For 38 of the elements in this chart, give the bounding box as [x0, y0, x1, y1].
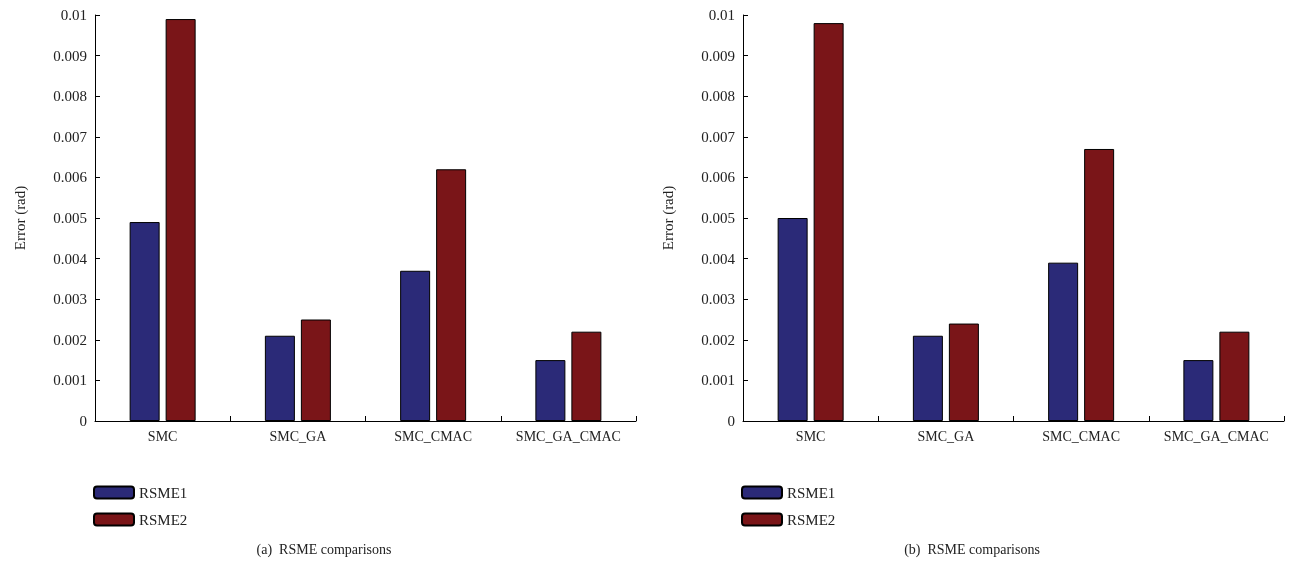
- y-tick-label: 0.004: [53, 250, 88, 267]
- y-tick-label: 0: [79, 413, 87, 429]
- y-tick-label: 0.005: [53, 210, 87, 226]
- y-tick-label: 0.006: [53, 169, 88, 186]
- x-tick-label: SMC: [147, 428, 178, 444]
- y-tick-label: 0.009: [53, 47, 87, 64]
- y-axis-title: Error (rad): [659, 185, 677, 251]
- x-tick-label: SMC_GA: [269, 428, 328, 444]
- text: (b) RSME comparisons: [904, 541, 1040, 558]
- y-axis-title: Error (rad): [11, 185, 29, 251]
- y-tick-label: 0.001: [701, 372, 735, 389]
- y-tick-label: 0.005: [701, 210, 735, 226]
- text: (a) RSME comparisons: [256, 541, 392, 558]
- legend-label: RSME1: [139, 484, 188, 501]
- y-tick-label: 0.01: [708, 7, 735, 23]
- x-tick-label: SMC_GA: [917, 428, 976, 444]
- y-tick-label: 0.007: [53, 128, 88, 145]
- y-tick-label: 0.004: [701, 250, 736, 267]
- y-tick-label: 0: [727, 413, 735, 429]
- y-tick-label: 0.008: [701, 88, 735, 105]
- y-tick-label: 0.01: [60, 7, 87, 23]
- x-tick-label: SMC_GA_CMAC: [1163, 428, 1269, 444]
- y-tick-label: 0.009: [701, 47, 735, 64]
- y-tick-label: 0.008: [53, 88, 87, 105]
- y-tick-label: 0.002: [53, 331, 87, 348]
- legend-label: RSME1: [787, 484, 836, 501]
- y-tick-label: 0.002: [701, 331, 735, 348]
- x-tick-label: SMC: [795, 428, 826, 444]
- x-tick-label: SMC_CMAC: [394, 428, 473, 444]
- legend-label: RSME2: [787, 511, 836, 528]
- x-tick-label: SMC_CMAC: [1042, 428, 1121, 444]
- y-tick-label: 0.003: [701, 291, 735, 308]
- y-tick-label: 0.006: [701, 169, 736, 186]
- y-tick-label: 0.007: [701, 128, 736, 145]
- y-tick-label: 0.001: [53, 372, 87, 389]
- legend-label: RSME2: [139, 511, 188, 528]
- x-tick-label: SMC_GA_CMAC: [515, 428, 621, 444]
- y-tick-label: 0.003: [53, 291, 87, 308]
